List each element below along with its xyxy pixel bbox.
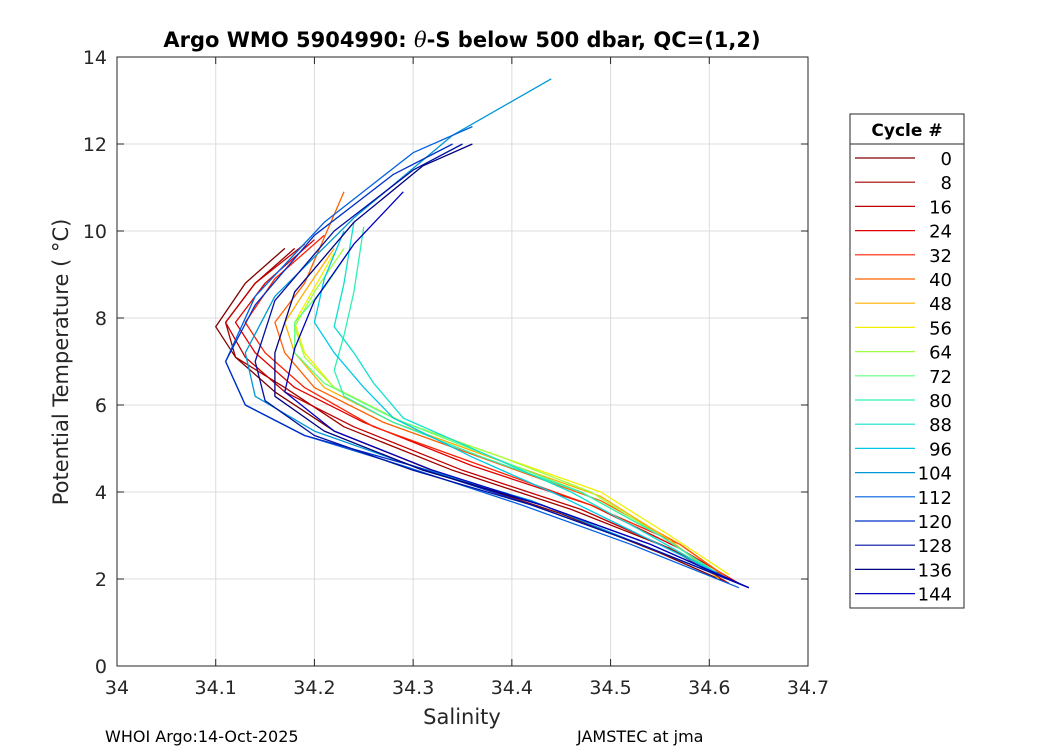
legend-label: 144 (918, 585, 952, 606)
legend-label: 48 (929, 294, 952, 315)
legend-box (849, 113, 965, 609)
y-tick-label: 12 (83, 134, 107, 156)
series-line-cycle-112 (224, 126, 740, 589)
legend-label: 24 (929, 222, 952, 243)
x-tick-label: 34.6 (688, 677, 730, 699)
grid (116, 56, 809, 667)
legend-label: 32 (929, 246, 952, 267)
legend-label: 120 (918, 512, 952, 533)
legend-label: 8 (941, 173, 952, 194)
legend-label: 0 (941, 149, 952, 170)
legend-label: 40 (929, 270, 952, 291)
series-line-cycle-48 (284, 248, 720, 580)
footer-right: JAMSTEC at jma (577, 727, 704, 746)
chart-title: Argo WMO 5904990: θ-S below 500 dbar, QC… (163, 28, 760, 52)
legend-label: 96 (929, 439, 952, 460)
y-tick-label: 4 (95, 482, 107, 504)
x-tick-label: 34.7 (787, 677, 829, 699)
legend-label: 88 (929, 415, 952, 436)
legend-label: 56 (929, 318, 952, 339)
series-line-cycle-144 (284, 191, 750, 589)
x-tick-label: 34.1 (195, 677, 237, 699)
y-tick-label: 6 (95, 395, 107, 417)
axis-ticks: 34 34.1 34.2 34.3 34.4 34.5 34.6 34.7 0 2 4 6 8 10 12 1… (83, 47, 829, 699)
legend-label: 136 (918, 560, 952, 581)
legend-title: Cycle # (871, 121, 942, 141)
x-axis-label: Salinity (423, 705, 501, 729)
series-line-cycle-120 (224, 143, 750, 589)
y-tick-label: 14 (83, 47, 107, 69)
series-line-cycle-80 (333, 226, 720, 576)
legend-label: 16 (929, 197, 952, 218)
footer-left: WHOI Argo:14-Oct-2025 (105, 727, 299, 746)
y-tick-label: 8 (95, 308, 107, 330)
y-tick-label: 10 (83, 221, 107, 243)
series-line-cycle-64 (294, 248, 720, 576)
y-tick-label: 0 (95, 656, 107, 678)
x-tick-label: 34.3 (392, 677, 434, 699)
legend-label: 104 (918, 464, 952, 485)
legend: Cycle # 0 8 16 24 32 40 48 56 64 72 80 88 96 104 112 12… (849, 113, 965, 609)
legend-label: 128 (918, 536, 952, 557)
x-tick-label: 34.4 (491, 677, 533, 699)
legend-label: 72 (929, 367, 952, 388)
plot-area (116, 56, 809, 667)
series-lines (215, 78, 750, 589)
series-line-cycle-128 (254, 143, 750, 589)
legend-label: 112 (918, 488, 952, 509)
legend-label: 64 (929, 343, 952, 364)
series-line-cycle-32 (244, 234, 730, 580)
x-tick-label: 34.2 (293, 677, 335, 699)
x-tick-label: 34 (105, 677, 129, 699)
y-axis-label: Potential Temperature ( °C) (49, 219, 73, 506)
y-tick-label: 2 (95, 569, 107, 591)
series-line-cycle-16 (224, 243, 730, 584)
legend-label: 80 (929, 391, 952, 412)
series-line-cycle-88 (333, 222, 720, 576)
series-line-cycle-96 (313, 230, 730, 580)
x-tick-label: 34.5 (589, 677, 631, 699)
